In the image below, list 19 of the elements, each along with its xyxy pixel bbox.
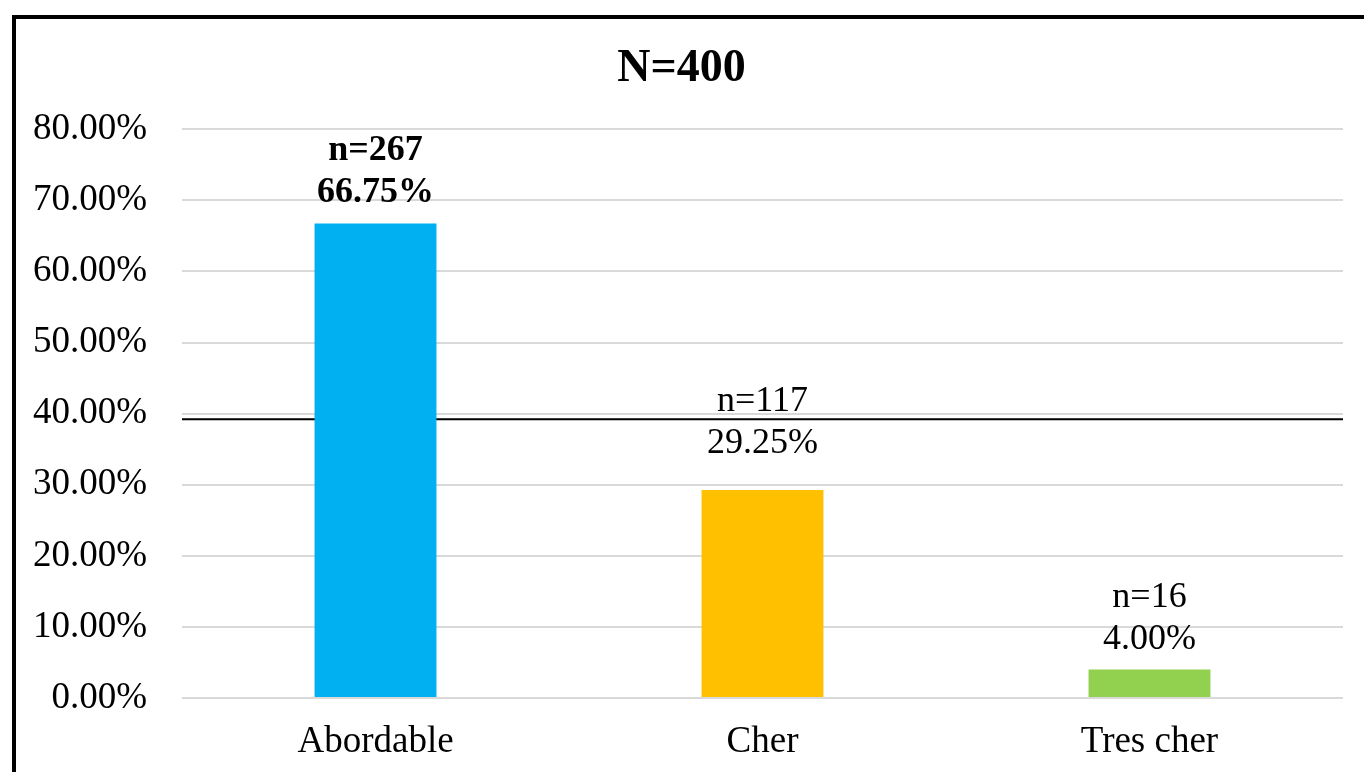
bar	[701, 490, 824, 697]
x-tick-label: Tres cher	[1080, 718, 1219, 760]
bar	[314, 223, 437, 697]
y-tick-label: 80.00%	[32, 105, 147, 147]
y-tick-label: 70.00%	[32, 177, 147, 219]
bar	[1088, 669, 1211, 697]
y-tick-label: 20.00%	[32, 532, 147, 574]
y-tick-label: 10.00%	[32, 603, 147, 645]
data-label: n=117 29.25%	[707, 379, 818, 462]
x-tick-label: Abordable	[297, 718, 454, 760]
x-tick-label: Cher	[726, 718, 799, 760]
y-tick-label: 50.00%	[32, 319, 147, 361]
y-tick-label: 0.00%	[51, 674, 147, 716]
y-tick-label: 30.00%	[32, 461, 147, 503]
y-tick-label: 60.00%	[32, 248, 147, 290]
y-tick-label: 40.00%	[32, 390, 147, 432]
data-label: n=16 4.00%	[1103, 574, 1196, 657]
data-label: n=267 66.75%	[317, 128, 434, 211]
chart-title: N=400	[617, 40, 746, 92]
